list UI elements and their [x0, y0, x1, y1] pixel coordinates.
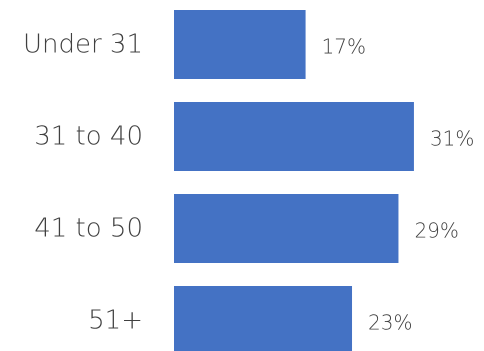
category-label: 31 to 40 [34, 122, 143, 152]
bar [174, 10, 306, 79]
category-label: Under 31 [23, 30, 143, 60]
category-label: 41 to 50 [34, 214, 143, 244]
value-label: 23% [368, 311, 412, 335]
value-label: 31% [430, 127, 474, 151]
bar [174, 286, 353, 351]
bar [174, 102, 414, 171]
bar [174, 194, 399, 263]
value-label: 17% [322, 35, 366, 59]
value-label: 29% [414, 219, 458, 243]
category-label: 51+ [88, 306, 143, 336]
